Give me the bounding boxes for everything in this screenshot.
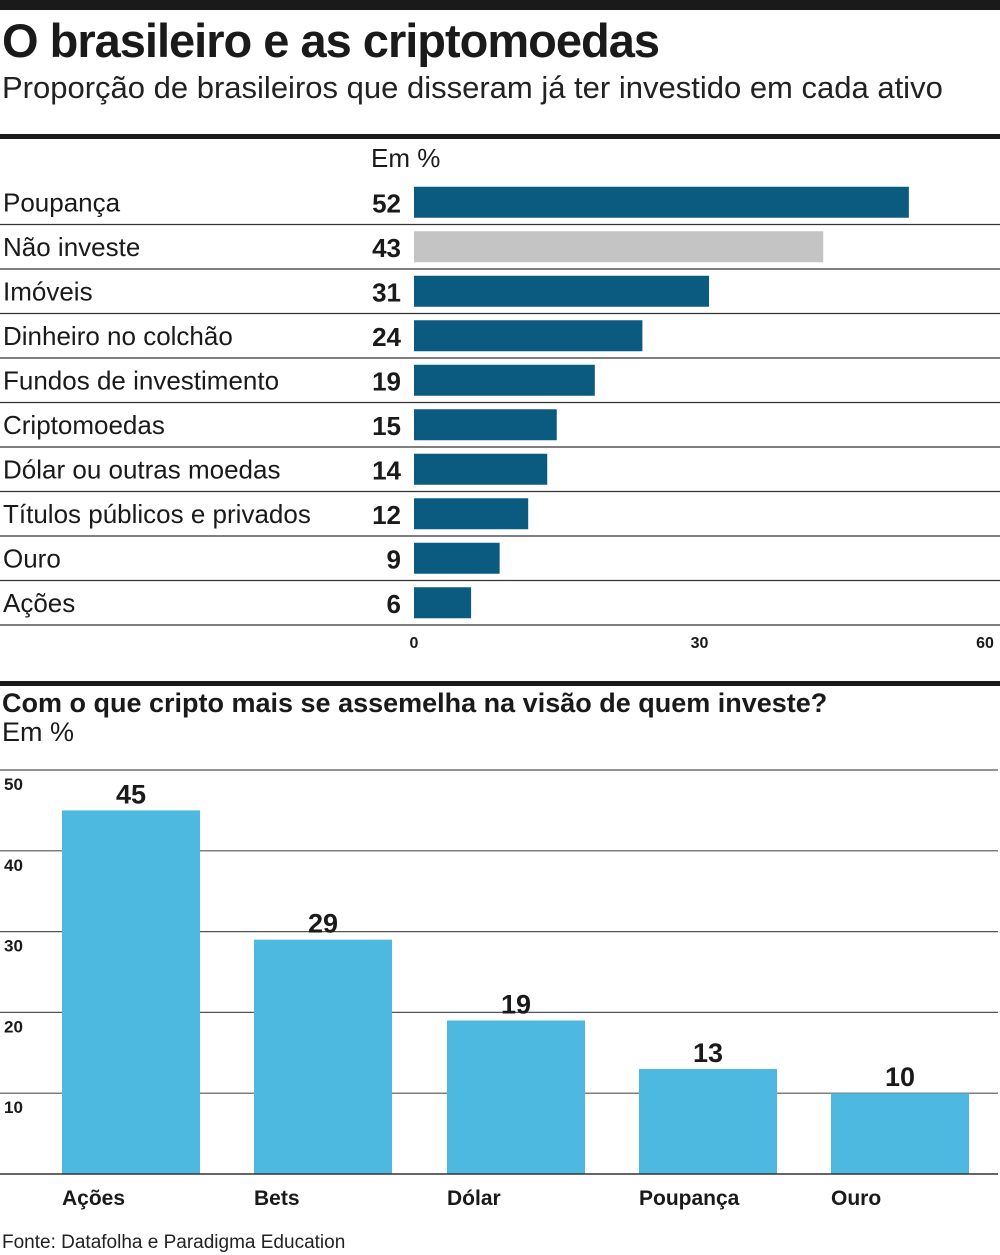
category-label: Poupança <box>639 1187 740 1210</box>
horizontal-bar-chart: Em % Poupança 52 Não investe 43 Imóveis 31 Dinh… <box>0 143 1000 652</box>
value-label: 15 <box>372 411 401 441</box>
chart2-unit-label: Em % <box>2 717 75 747</box>
x-tick-label: 0 <box>410 635 419 652</box>
category-label: Imóveis <box>3 276 93 306</box>
top-rule <box>0 0 1000 10</box>
bar <box>254 939 392 1174</box>
bar <box>414 275 710 307</box>
value-label: 14 <box>372 455 401 485</box>
bar <box>414 186 909 218</box>
category-label: Não investe <box>3 232 140 262</box>
value-label: 10 <box>885 1062 915 1092</box>
value-label: 52 <box>372 188 401 218</box>
value-label: 29 <box>308 909 338 939</box>
bar <box>639 1068 777 1174</box>
section-rule <box>0 681 1000 686</box>
bar <box>414 498 529 530</box>
y-tick-label: 40 <box>4 856 23 875</box>
category-label: Ouro <box>3 543 61 573</box>
category-label: Ouro <box>831 1187 881 1210</box>
y-tick-label: 20 <box>4 1017 23 1036</box>
page-subtitle: Proporção de brasileiros que disseram já… <box>2 70 943 105</box>
value-label: 12 <box>372 500 401 530</box>
category-label: Criptomoedas <box>3 410 165 440</box>
bar <box>414 542 500 574</box>
x-tick-label: 60 <box>976 635 994 652</box>
value-label: 6 <box>387 589 401 619</box>
page-title: O brasileiro e as criptomoedas <box>2 14 660 67</box>
section-rule <box>0 134 1000 139</box>
bar <box>414 453 548 485</box>
value-label: 9 <box>387 544 401 574</box>
value-label: 43 <box>372 233 401 263</box>
category-label: Títulos públicos e privados <box>3 499 311 529</box>
source-note: Fonte: Datafolha e Paradigma Education <box>2 1232 346 1253</box>
value-label: 31 <box>372 277 401 307</box>
bar <box>414 587 472 619</box>
bar <box>414 409 557 441</box>
bar <box>62 810 200 1174</box>
category-label: Dólar <box>447 1187 501 1210</box>
value-label: 24 <box>372 322 401 352</box>
value-label: 19 <box>501 989 531 1019</box>
category-label: Dinheiro no colchão <box>3 321 233 351</box>
y-tick-label: 50 <box>4 775 23 794</box>
bar <box>414 364 595 396</box>
category-label: Ações <box>3 588 75 618</box>
chart1-unit-label: Em % <box>371 143 440 173</box>
category-label: Fundos de investimento <box>3 365 279 395</box>
chart2-title: Com o que cripto mais se assemelha na vi… <box>2 688 828 718</box>
bar <box>447 1020 585 1174</box>
category-label: Dólar ou outras moedas <box>3 454 280 484</box>
bar <box>414 231 824 263</box>
y-tick-label: 10 <box>4 1098 23 1117</box>
value-label: 19 <box>372 366 401 396</box>
x-tick-label: 30 <box>691 635 709 652</box>
bar <box>414 320 643 352</box>
category-label: Bets <box>254 1187 300 1210</box>
category-label: Ações <box>62 1187 125 1210</box>
y-tick-label: 30 <box>4 937 23 956</box>
category-label: Poupança <box>3 187 121 217</box>
value-label: 45 <box>116 779 146 809</box>
value-label: 13 <box>693 1038 723 1068</box>
bar <box>831 1093 969 1174</box>
